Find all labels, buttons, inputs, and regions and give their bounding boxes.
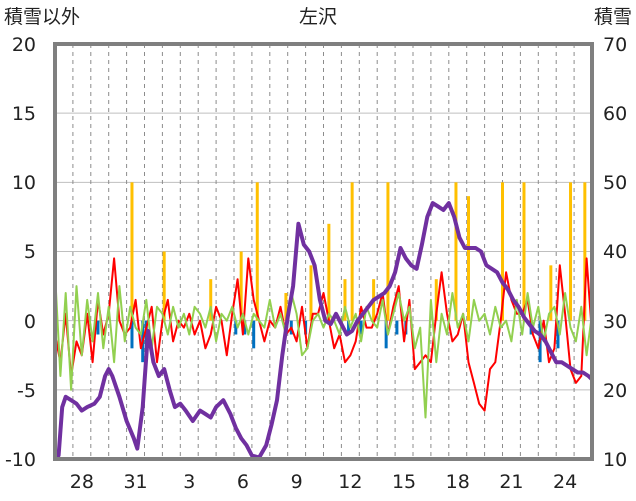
series-line: [54, 257, 593, 412]
left-tick-label: -5: [17, 380, 36, 402]
bar-mark: [549, 265, 553, 321]
x-tick-label: 31: [123, 471, 147, 493]
bar-mark: [252, 320, 256, 349]
x-tick-label: 12: [338, 471, 362, 493]
right-tick-label: 70: [603, 34, 627, 56]
x-tick-label: 3: [183, 471, 195, 493]
bar-mark: [395, 320, 399, 335]
bar-mark: [130, 320, 134, 349]
right-tick-label: 60: [603, 103, 627, 125]
bar-mark: [239, 251, 243, 321]
bar-mark: [209, 279, 213, 321]
right-tick-label: 20: [603, 380, 627, 402]
bar-mark: [522, 182, 526, 321]
gridlines: [55, 44, 592, 459]
bar-mark: [434, 279, 438, 321]
plot-frame: [53, 42, 594, 461]
x-tick-label: 28: [70, 471, 94, 493]
bar-mark: [350, 182, 354, 321]
chart-title: 左沢: [299, 6, 337, 28]
left-tick-label: -10: [5, 449, 36, 471]
series-line: [54, 272, 593, 419]
x-tick-label: 6: [237, 471, 249, 493]
left-axis-ticks: 20 15 10 5 0 -5 -10: [5, 34, 36, 471]
line-series: [53, 201, 594, 460]
bar-mark: [454, 182, 458, 321]
bar-mark: [284, 293, 288, 321]
x-tick-label: 9: [291, 471, 303, 493]
bar-mark: [343, 279, 347, 321]
left-tick-label: 5: [24, 241, 36, 263]
bar-mark: [243, 320, 247, 335]
right-tick-label: 40: [603, 241, 627, 263]
bar-mark: [130, 182, 134, 321]
bar-mark: [162, 251, 166, 321]
right-tick-label: 30: [603, 311, 627, 333]
bar-mark: [501, 182, 504, 321]
x-tick-label: 15: [392, 471, 416, 493]
bar-mark: [255, 182, 259, 321]
bar-mark: [386, 182, 390, 321]
bar-mark: [384, 320, 388, 349]
left-tick-label: 20: [12, 34, 36, 56]
bar-mark: [556, 320, 560, 349]
left-tick-label: 0: [24, 311, 36, 333]
bar-mark: [583, 182, 587, 321]
right-tick-label: 10: [603, 449, 627, 471]
bar-mark: [466, 196, 470, 321]
right-tick-label: 50: [603, 172, 627, 194]
x-tick-label: 21: [499, 471, 523, 493]
left-tick-label: 10: [12, 172, 36, 194]
bar-mark: [309, 265, 313, 321]
bar-mark: [347, 320, 351, 335]
series-line: [53, 201, 594, 460]
bar-mark: [96, 320, 100, 335]
right-axis-label: 積雪: [594, 6, 632, 28]
bar-mark: [327, 223, 331, 321]
x-tick-label: 24: [553, 471, 577, 493]
bar-mark: [569, 182, 573, 321]
left-axis-label: 積雪以外: [4, 6, 80, 28]
bar-mark: [359, 320, 363, 335]
x-axis-ticks: 28 31 3 6 9 12 15 18 21 24: [70, 471, 577, 493]
left-tick-label: 15: [12, 103, 36, 125]
x-tick-label: 18: [446, 471, 470, 493]
right-axis-ticks: 70 60 50 40 30 20 10: [603, 34, 627, 471]
bar-mark: [234, 320, 238, 335]
